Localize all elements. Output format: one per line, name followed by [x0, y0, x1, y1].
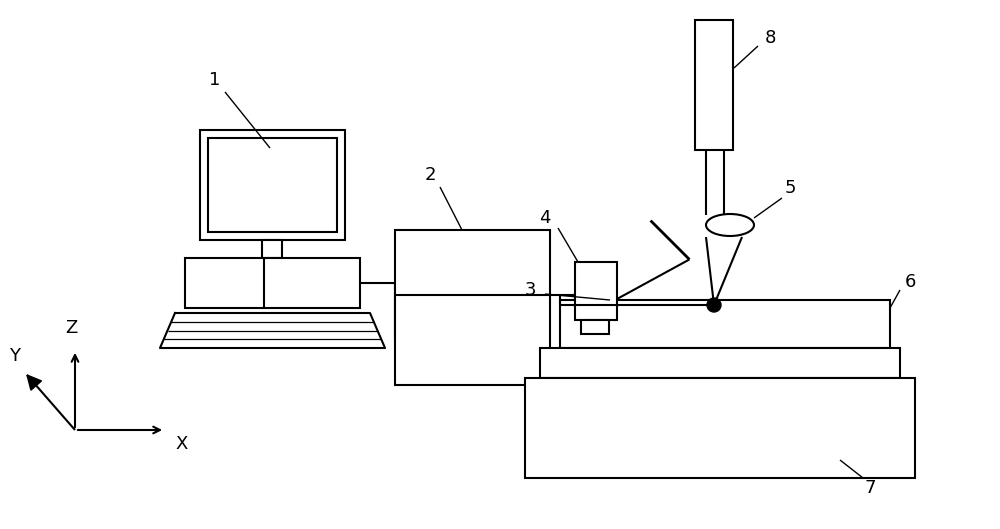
- Text: X: X: [175, 435, 187, 453]
- Bar: [560, 300, 890, 348]
- Bar: [525, 378, 915, 478]
- Text: 2: 2: [424, 166, 436, 184]
- Bar: [540, 348, 900, 378]
- Text: 1: 1: [209, 71, 221, 89]
- Circle shape: [707, 298, 721, 312]
- Text: 5: 5: [784, 179, 796, 197]
- Bar: [208, 138, 337, 232]
- Text: 3: 3: [524, 281, 536, 299]
- Text: Y: Y: [10, 347, 20, 365]
- Bar: [581, 320, 609, 334]
- Ellipse shape: [706, 214, 754, 236]
- Polygon shape: [160, 313, 385, 348]
- Bar: [262, 240, 282, 258]
- Text: 7: 7: [864, 479, 876, 497]
- Bar: [575, 262, 617, 320]
- Text: 6: 6: [904, 273, 916, 291]
- Text: 4: 4: [539, 209, 551, 227]
- Bar: [185, 258, 360, 308]
- Polygon shape: [27, 375, 41, 390]
- Text: 8: 8: [764, 29, 776, 47]
- Text: Z: Z: [65, 319, 77, 337]
- Bar: [200, 130, 345, 240]
- Bar: [395, 230, 550, 385]
- Bar: [695, 20, 733, 150]
